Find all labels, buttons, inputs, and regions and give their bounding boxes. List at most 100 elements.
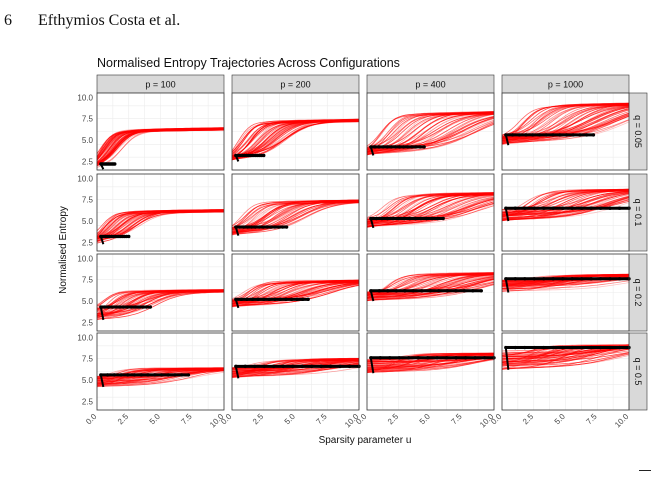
trajectory-line bbox=[366, 357, 495, 363]
trajectory-line bbox=[231, 201, 360, 234]
highlight-point bbox=[396, 216, 401, 221]
highlight-point bbox=[473, 356, 477, 360]
highlight-point bbox=[267, 297, 271, 302]
panel-border bbox=[96, 92, 225, 171]
trajectory-line bbox=[501, 119, 630, 145]
page-number: 6 bbox=[4, 12, 12, 29]
highlight-point bbox=[542, 277, 546, 281]
highlight-point bbox=[397, 356, 401, 360]
highlight-point bbox=[513, 206, 517, 210]
trajectory-line bbox=[501, 114, 630, 139]
panel-border bbox=[366, 253, 495, 332]
x-tick-label: 0.0 bbox=[489, 412, 504, 427]
highlight-point bbox=[374, 216, 379, 221]
highlight-point bbox=[444, 356, 449, 360]
highlight-point bbox=[385, 216, 390, 221]
panel-border bbox=[96, 253, 225, 332]
highlight-point bbox=[102, 305, 107, 309]
trajectory-line bbox=[231, 119, 359, 158]
trajectory-line bbox=[96, 367, 224, 381]
trajectory-line bbox=[96, 291, 225, 317]
x-tick-label: 2.5 bbox=[251, 412, 266, 427]
x-tick-label: 5.0 bbox=[283, 412, 298, 427]
highlight-point bbox=[591, 133, 596, 137]
y-tick-label: 7.5 bbox=[82, 276, 94, 285]
highlight-point bbox=[256, 297, 260, 302]
highlight-point bbox=[114, 305, 118, 309]
panel-border bbox=[231, 173, 360, 252]
page-header: 6 Efthymios Costa et al. bbox=[0, 0, 657, 40]
highlight-point bbox=[269, 225, 273, 229]
highlight-point bbox=[261, 297, 266, 302]
trajectory-group bbox=[96, 289, 225, 320]
highlight-point bbox=[617, 206, 622, 210]
trajectory-line bbox=[501, 355, 630, 369]
highlight-point bbox=[319, 364, 323, 369]
highlight-point bbox=[241, 225, 246, 229]
x-tick-label: 7.5 bbox=[179, 412, 194, 427]
y-tick-label: 5.0 bbox=[82, 136, 94, 145]
y-tick-label: 10.0 bbox=[77, 174, 93, 183]
highlight-segment bbox=[234, 366, 240, 379]
highlight-point bbox=[419, 216, 423, 221]
trajectory-line bbox=[366, 358, 495, 369]
y-tick-label: 2.5 bbox=[82, 157, 94, 166]
highlight-point bbox=[129, 305, 133, 309]
highlight-point bbox=[377, 145, 381, 149]
trajectory-line bbox=[96, 370, 225, 388]
trajectory-line bbox=[96, 368, 225, 384]
trajectory-line bbox=[231, 119, 359, 159]
highlight-point bbox=[608, 206, 612, 210]
panel-border bbox=[501, 253, 630, 332]
highlight-point bbox=[416, 356, 420, 360]
highlight-point bbox=[113, 162, 117, 166]
highlight-segment bbox=[504, 278, 510, 293]
highlight-point bbox=[245, 297, 249, 302]
trajectory-line bbox=[501, 348, 630, 365]
trajectory-line bbox=[501, 350, 630, 360]
trajectory-line bbox=[96, 290, 225, 318]
trajectory-line bbox=[501, 197, 630, 221]
highlight-point bbox=[462, 289, 467, 293]
y-tick-label: 2.5 bbox=[82, 318, 94, 327]
highlight-point bbox=[141, 305, 145, 309]
facet-strip-label: p = 100 bbox=[145, 80, 175, 90]
highlight-point bbox=[510, 133, 515, 137]
trajectory-group bbox=[96, 127, 225, 168]
highlight-point bbox=[551, 345, 555, 350]
highlight-point bbox=[338, 364, 342, 369]
highlight-point bbox=[617, 277, 622, 281]
highlight-point bbox=[389, 145, 394, 149]
highlight-point bbox=[570, 206, 574, 210]
panel-border bbox=[231, 92, 360, 171]
y-tick-label: 10.0 bbox=[77, 333, 93, 342]
highlight-segment bbox=[99, 306, 105, 321]
highlight-point bbox=[560, 206, 565, 210]
trajectory-line bbox=[231, 361, 360, 371]
trajectory-line bbox=[501, 347, 630, 366]
trajectory-line bbox=[96, 291, 225, 320]
highlight-point bbox=[551, 206, 555, 210]
panel-border bbox=[96, 173, 225, 252]
highlight-point bbox=[272, 364, 276, 369]
trajectory-group bbox=[366, 111, 495, 156]
trajectory-line bbox=[96, 289, 224, 320]
facet-strip-label: p = 200 bbox=[280, 80, 310, 90]
highlight-point bbox=[153, 373, 157, 377]
x-tick-label: 7.5 bbox=[314, 412, 329, 427]
highlight-point bbox=[551, 277, 555, 281]
trajectory-line bbox=[501, 349, 630, 359]
trajectory-line bbox=[501, 277, 630, 286]
highlight-point bbox=[257, 225, 261, 229]
trajectory-line bbox=[231, 202, 360, 235]
facet-strip-label: q = 0.2 bbox=[633, 279, 643, 307]
highlight-point bbox=[110, 305, 114, 309]
highlight-point bbox=[542, 345, 546, 350]
trajectory-line bbox=[366, 272, 495, 298]
trajectory-line bbox=[231, 118, 360, 160]
trajectory-group bbox=[231, 279, 360, 308]
trajectory-line bbox=[501, 193, 630, 219]
trajectory-line bbox=[501, 278, 630, 287]
facet-strip-label: p = 1000 bbox=[548, 80, 583, 90]
